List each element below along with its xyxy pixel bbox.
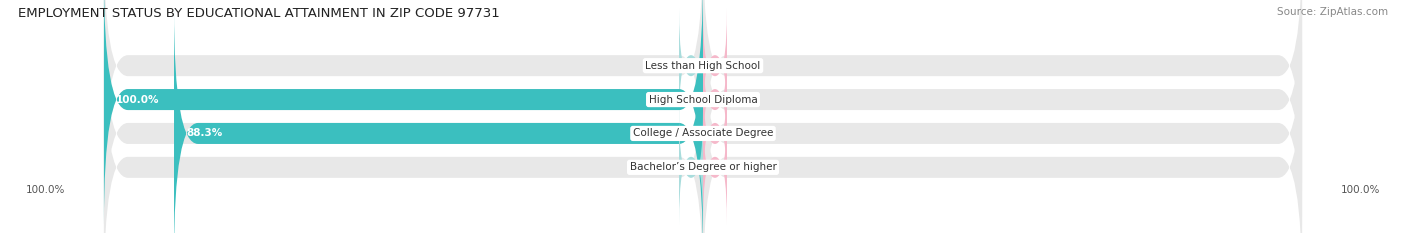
FancyBboxPatch shape (104, 0, 703, 225)
FancyBboxPatch shape (703, 0, 1302, 225)
Text: 0.0%: 0.0% (733, 95, 759, 105)
FancyBboxPatch shape (703, 76, 727, 191)
Text: 100.0%: 100.0% (115, 95, 159, 105)
FancyBboxPatch shape (174, 8, 703, 233)
FancyBboxPatch shape (703, 0, 1302, 191)
FancyBboxPatch shape (104, 42, 703, 233)
Text: EMPLOYMENT STATUS BY EDUCATIONAL ATTAINMENT IN ZIP CODE 97731: EMPLOYMENT STATUS BY EDUCATIONAL ATTAINM… (18, 7, 501, 20)
FancyBboxPatch shape (104, 8, 703, 233)
Text: 100.0%: 100.0% (1340, 185, 1379, 195)
FancyBboxPatch shape (104, 0, 703, 225)
Text: High School Diploma: High School Diploma (648, 95, 758, 105)
Text: Less than High School: Less than High School (645, 61, 761, 71)
FancyBboxPatch shape (703, 42, 727, 157)
Text: Source: ZipAtlas.com: Source: ZipAtlas.com (1277, 7, 1388, 17)
Text: 0.0%: 0.0% (733, 128, 759, 138)
FancyBboxPatch shape (703, 110, 727, 225)
Text: College / Associate Degree: College / Associate Degree (633, 128, 773, 138)
Text: 0.0%: 0.0% (647, 61, 673, 71)
FancyBboxPatch shape (104, 0, 703, 191)
Text: Bachelor’s Degree or higher: Bachelor’s Degree or higher (630, 162, 776, 172)
Text: 88.3%: 88.3% (186, 128, 222, 138)
Text: 0.0%: 0.0% (733, 162, 759, 172)
FancyBboxPatch shape (703, 8, 1302, 233)
Text: 0.0%: 0.0% (647, 162, 673, 172)
FancyBboxPatch shape (703, 8, 727, 123)
Text: 0.0%: 0.0% (733, 61, 759, 71)
Text: 100.0%: 100.0% (27, 185, 66, 195)
FancyBboxPatch shape (679, 110, 703, 225)
FancyBboxPatch shape (679, 8, 703, 123)
FancyBboxPatch shape (703, 42, 1302, 233)
